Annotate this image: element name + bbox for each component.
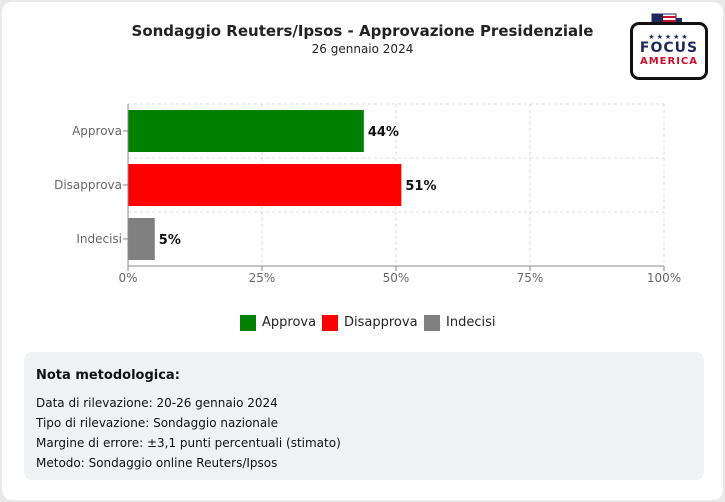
note-line-method: Metodo: Sondaggio online Reuters/Ipsos — [36, 456, 278, 470]
data-label: 51% — [405, 179, 436, 194]
x-tick-label: 25% — [249, 271, 276, 285]
legend-swatch-disapprova — [322, 315, 338, 331]
legend-swatch-approva — [240, 315, 256, 331]
note-line-date: Data di rilevazione: 20-26 gennaio 2024 — [36, 396, 278, 410]
chart-title: Sondaggio Reuters/Ipsos - Approvazione P… — [131, 22, 594, 40]
note-line-type: Tipo di rilevazione: Sondaggio nazionale — [36, 416, 278, 430]
x-tick-label: 75% — [517, 271, 544, 285]
legend-label: Approva — [262, 315, 317, 330]
bar-approva — [128, 110, 364, 152]
note-line-margin: Margine di errore: ±3,1 punti percentual… — [36, 436, 341, 450]
methodology-note: Nota metodologica: Data di rilevazione: … — [24, 352, 704, 480]
chart-subtitle: 26 gennaio 2024 — [311, 42, 414, 56]
x-tick-label: 0% — [118, 271, 137, 285]
logo-stars: ★★★★★ — [648, 33, 690, 41]
x-tick-label: 100% — [647, 271, 681, 285]
y-tick-label: Disapprova — [54, 178, 122, 192]
logo-line2: AMERICA — [639, 56, 699, 67]
x-tick-label: 50% — [383, 271, 410, 285]
chart-legend: Approva Disapprova Indecisi — [240, 314, 540, 334]
y-tick-label: Indecisi — [76, 232, 122, 246]
y-tick-label: Approva — [72, 124, 122, 138]
legend-swatch-indecisi — [424, 315, 440, 331]
note-title: Nota metodologica: — [36, 368, 180, 383]
focus-america-logo: ★★★★★ FOCUS AMERICA — [630, 22, 708, 80]
data-label: 5% — [159, 233, 181, 248]
legend-label: Disapprova — [344, 315, 418, 330]
data-label: 44% — [368, 125, 399, 140]
legend-label: Indecisi — [446, 315, 496, 330]
bar-disapprova — [128, 164, 402, 206]
bar-chart: 0% 25% 50% 75% 100% Approva 44% Disapprova 51% In… — [54, 103, 681, 285]
bar-indecisi — [128, 218, 155, 260]
logo-line1: FOCUS — [639, 40, 699, 56]
